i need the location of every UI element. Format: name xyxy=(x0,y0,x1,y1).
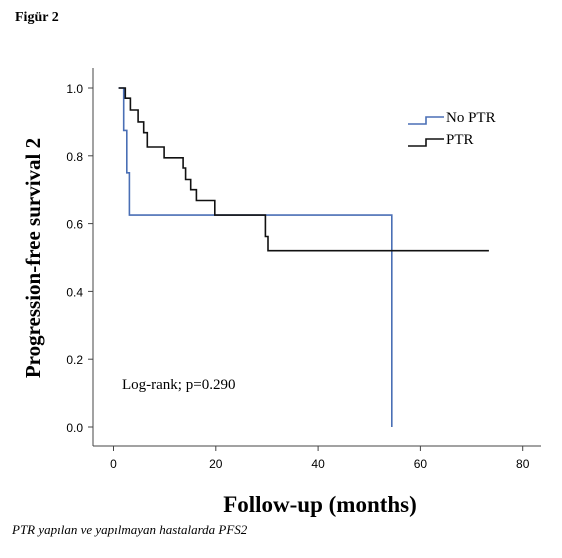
y-tick-label: 0.4 xyxy=(66,285,83,299)
chart-ticks: 0 20 40 60 80 0.0 0.2 0.4 0.6 0.8 1.0 xyxy=(66,82,529,471)
legend-swatch xyxy=(408,116,444,125)
y-tick-label: 0.6 xyxy=(66,218,83,232)
series-line-ptr xyxy=(118,87,489,252)
y-tick-label: 1.0 xyxy=(66,82,83,96)
x-tick-label: 40 xyxy=(311,457,325,471)
figure-label: Figür 2 xyxy=(15,10,59,25)
figure-caption: PTR yapılan ve yapılmayan hastalarda PFS… xyxy=(12,522,248,537)
legend-label: No PTR xyxy=(446,110,496,126)
legend-label: PTR xyxy=(446,132,474,148)
x-tick-label: 80 xyxy=(516,457,530,471)
chart-series xyxy=(118,87,489,427)
y-tick-label: 0.0 xyxy=(66,421,83,435)
y-tick-label: 0.8 xyxy=(66,150,83,164)
km-chart: 0 20 40 60 80 0.0 0.2 0.4 0.6 0.8 1.0 Progression-… xyxy=(21,68,541,517)
legend-swatch xyxy=(408,138,444,147)
x-tick-label: 0 xyxy=(110,457,117,471)
series-line-no-ptr xyxy=(118,87,393,427)
log-rank-annotation: Log-rank; p=0.290 xyxy=(122,377,235,393)
chart-axes xyxy=(92,68,541,447)
y-axis-title: Progression-free survival 2 xyxy=(21,138,45,378)
y-tick-label: 0.2 xyxy=(66,353,83,367)
chart-legend: No PTR PTR xyxy=(408,110,496,148)
x-tick-label: 60 xyxy=(414,457,428,471)
x-tick-label: 20 xyxy=(209,457,223,471)
x-axis-title: Follow-up (months) xyxy=(223,492,417,517)
